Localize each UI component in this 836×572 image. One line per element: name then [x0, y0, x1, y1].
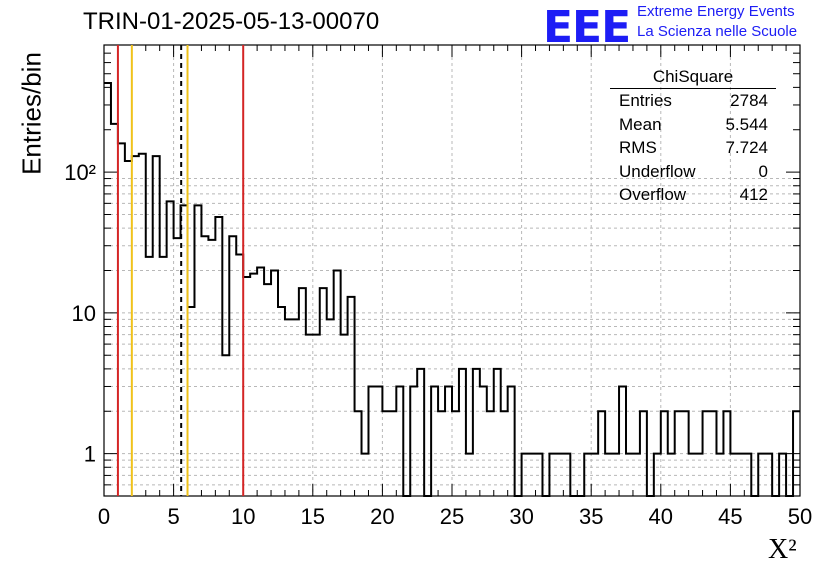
x-tick-label: 10	[231, 504, 255, 529]
stats-value: 5.544	[725, 114, 768, 134]
x-tick-label: 35	[579, 504, 603, 529]
stats-box: ChiSquare Entries 2784 Mean 5.544 RMS 7.…	[610, 66, 776, 207]
stats-row-mean: Mean 5.544	[610, 113, 776, 137]
x-tick-label: 40	[649, 504, 673, 529]
stats-label: Mean	[619, 114, 662, 134]
stats-row-underflow: Underflow 0	[610, 160, 776, 184]
stats-row-entries: Entries 2784	[610, 89, 776, 113]
stats-label: Overflow	[619, 185, 687, 204]
y-tick-label: 10²	[64, 160, 96, 185]
x-axis-label: X²	[768, 534, 797, 565]
stats-label: Entries	[619, 91, 672, 110]
y-axis-label: Entries/bin	[16, 52, 47, 175]
stats-label: RMS	[619, 138, 657, 157]
y-tick-label: 1	[84, 442, 96, 467]
eee-logo: EEE	[543, 2, 631, 53]
logo-line-1: Extreme Energy Events	[637, 3, 795, 20]
stats-label: Underflow	[619, 161, 696, 181]
x-tick-label: 0	[98, 504, 110, 529]
x-tick-label: 45	[718, 504, 742, 529]
chart-title: TRIN-01-2025-05-13-00070	[83, 8, 380, 35]
x-tick-label: 25	[440, 504, 464, 529]
x-tick-label: 5	[167, 504, 179, 529]
stats-row-overflow: Overflow 412	[610, 183, 776, 207]
stats-value: 0	[758, 161, 768, 181]
x-tick-label: 30	[509, 504, 533, 529]
y-tick-label: 10	[72, 301, 96, 326]
x-tick-label: 15	[301, 504, 325, 529]
stats-title: ChiSquare	[610, 66, 776, 89]
stats-value: 2784	[730, 91, 768, 110]
x-tick-label: 50	[788, 504, 812, 529]
x-tick-label: 20	[370, 504, 394, 529]
histogram-outline	[104, 81, 800, 497]
stats-value: 412	[739, 185, 768, 204]
stats-row-rms: RMS 7.724	[610, 136, 776, 160]
logo-line-2: La Scienza nelle Scuole	[637, 23, 798, 40]
stats-value: 7.724	[725, 138, 768, 157]
